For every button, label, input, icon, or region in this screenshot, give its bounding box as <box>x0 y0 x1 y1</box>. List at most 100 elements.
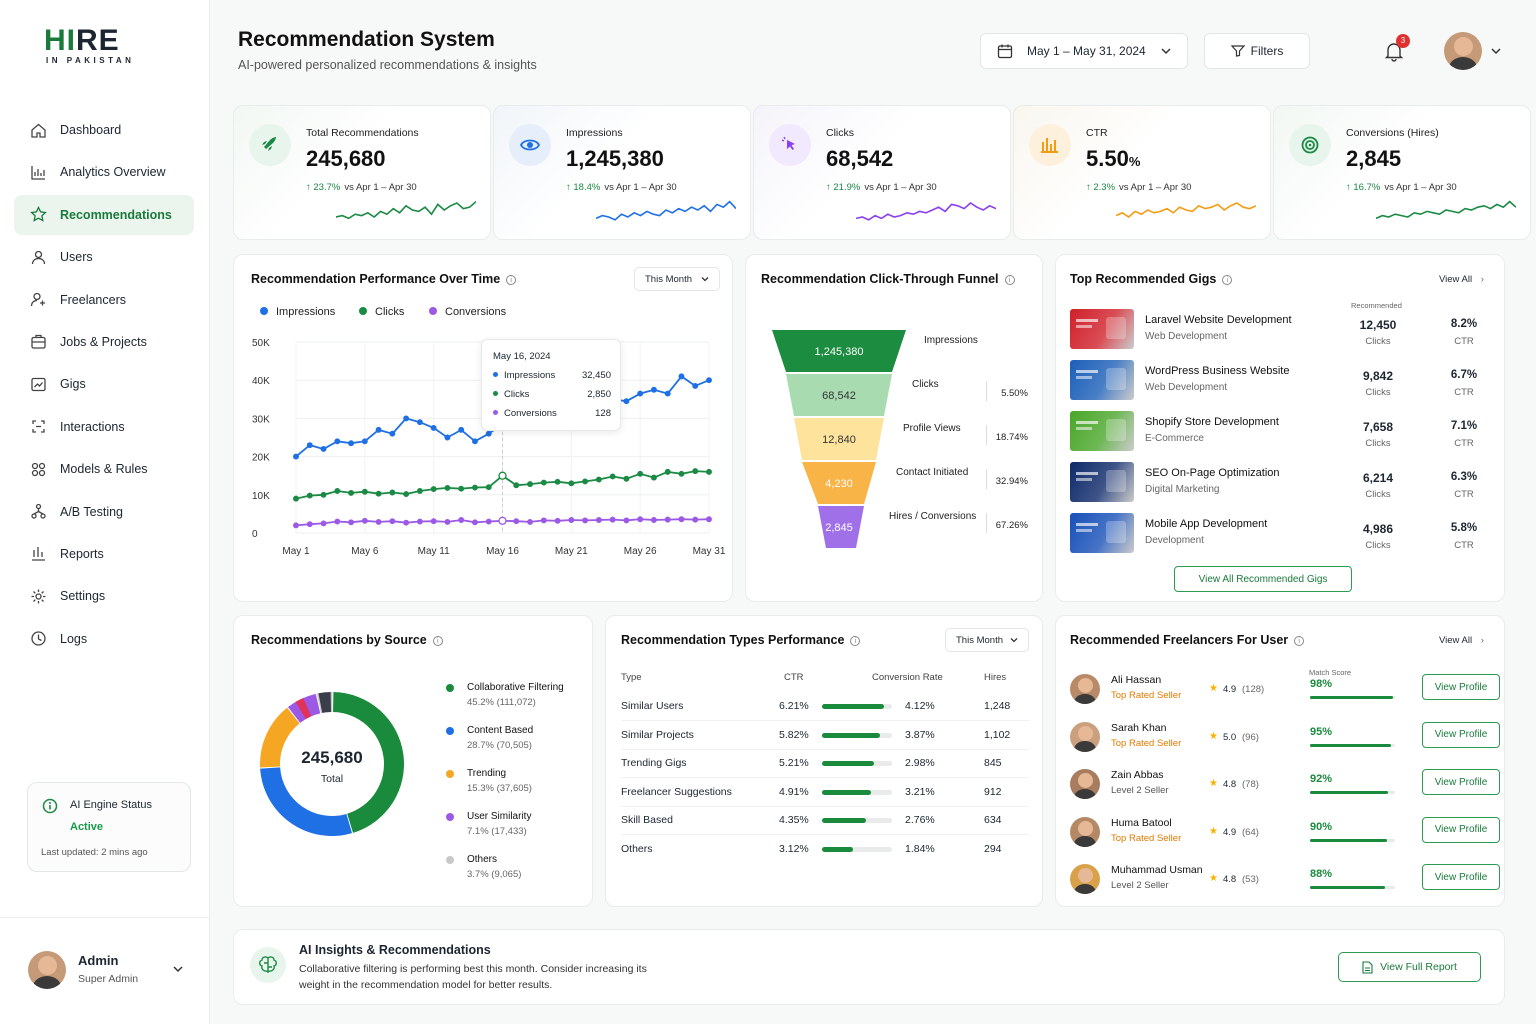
funnel-stage <box>818 506 864 548</box>
gig-row[interactable]: Laravel Website Development Web Developme… <box>1070 309 1500 353</box>
type-name: Similar Projects <box>621 728 694 741</box>
sidebar-item-logs[interactable]: Logs <box>14 619 194 659</box>
freelancer-name[interactable]: Ali Hassan <box>1111 674 1162 686</box>
gig-row[interactable]: SEO On-Page Optimization Digital Marketin… <box>1070 462 1500 506</box>
sidebar-item-reports[interactable]: Reports <box>14 534 194 574</box>
gig-row[interactable]: WordPress Business Website Web Developmen… <box>1070 360 1500 404</box>
gig-clicks-label: Clicks <box>1365 336 1391 347</box>
info-icon[interactable]: i <box>850 636 861 646</box>
types-title: Recommendation Types Performance i <box>621 633 861 647</box>
sidebar-item-label: Models & Rules <box>60 462 148 477</box>
sidebar-user[interactable]: Admin Super Admin <box>0 917 210 1024</box>
view-profile-button[interactable]: View Profile <box>1422 816 1500 843</box>
filters-button[interactable]: Filters <box>1204 33 1310 69</box>
funnel-percentage: 67.26% <box>995 520 1028 531</box>
info-icon[interactable]: i <box>1294 636 1305 646</box>
data-point <box>320 446 327 452</box>
freelancer-name[interactable]: Huma Batool <box>1111 816 1172 829</box>
page-title: Recommendation System <box>238 28 495 51</box>
date-range-picker[interactable]: May 1 – May 31, 2024 <box>980 33 1188 69</box>
data-point <box>375 518 382 525</box>
sidebar-item-jobs-projects[interactable]: Jobs & Projects <box>14 322 194 362</box>
ai-status-updated: Last updated: 2 mins ago <box>41 847 148 858</box>
sidebar-item-settings[interactable]: Settings <box>14 576 194 616</box>
view-profile-button[interactable]: View Profile <box>1422 674 1500 700</box>
legend-marker <box>446 684 454 692</box>
gig-ctr: 7.1% <box>1450 420 1478 432</box>
sidebar-item-models-rules[interactable]: Models & Rules <box>14 449 194 489</box>
data-point <box>403 519 410 526</box>
star-icon: ★ <box>1209 730 1218 742</box>
sidebar-item-a-b-testing[interactable]: A/B Testing <box>14 492 194 532</box>
view-all-link[interactable]: View All › <box>1439 635 1484 646</box>
insights-card: AI Insights & Recommendations Collaborat… <box>233 929 1505 1005</box>
ai-status-title: AI Engine Status <box>70 799 152 811</box>
ai-engine-status: AI Engine Status Active Last updated: 2 … <box>27 782 191 872</box>
x-tick-label: May 11 <box>418 546 450 557</box>
tooltip-value: 2,850 <box>587 389 611 400</box>
sidebar-item-dashboard[interactable]: Dashboard <box>14 110 194 150</box>
sidebar-item-interactions[interactable]: Interactions <box>14 407 194 447</box>
chevron-down-icon <box>1161 48 1171 55</box>
types-card: Recommendation Types Performance i This M… <box>605 615 1043 907</box>
x-tick-label: May 26 <box>624 546 657 557</box>
info-icon[interactable]: i <box>506 275 517 285</box>
period-select[interactable]: This Month <box>945 628 1029 652</box>
type-conversion: 3.21% <box>905 785 935 798</box>
freelancer-reviews: (64) <box>1242 826 1259 838</box>
logo[interactable]: HIRE IN PAKISTAN <box>44 24 144 80</box>
sidebar-item-analytics-overview[interactable]: Analytics Overview <box>14 152 194 192</box>
sidebar-item-label: Recommendations <box>60 207 172 222</box>
freelancer-name[interactable]: Sarah Khan <box>1111 721 1167 734</box>
insights-title: AI Insights & Recommendations <box>299 943 491 957</box>
freelancer-avatar <box>1070 816 1100 847</box>
kpi-card-ctr[interactable]: CTR 5.50% ↑ 2.3% vs Apr 1 – Apr 30 <box>1013 105 1271 240</box>
chevron-down-icon[interactable] <box>1491 47 1501 55</box>
type-ctr: 4.91% <box>779 785 809 798</box>
kpi-card-impressions[interactable]: Impressions 1,245,380 ↑ 18.4% vs Apr 1 – Ap… <box>493 105 751 240</box>
gig-ctr-label: CTR <box>1454 438 1474 449</box>
info-icon[interactable]: i <box>1222 275 1233 285</box>
row-divider <box>621 748 1029 750</box>
ctr-bar <box>822 846 892 852</box>
data-point <box>623 475 630 482</box>
data-point <box>498 471 507 480</box>
freelancer-name[interactable]: Zain Abbas <box>1111 769 1164 781</box>
view-all-link[interactable]: View All › <box>1439 274 1484 285</box>
view-full-report-button[interactable]: View Full Report <box>1338 952 1481 982</box>
header-avatar[interactable] <box>1444 32 1482 70</box>
legend-label: Clicks <box>375 306 405 318</box>
gig-row[interactable]: Mobile App Development Development 4,986 Cl… <box>1070 513 1500 557</box>
top-gigs-card: Top Recommended Gigs i View All › Recomme… <box>1055 254 1505 602</box>
sidebar-item-gigs[interactable]: Gigs <box>14 364 194 404</box>
gig-ctr: 6.3% <box>1450 471 1478 483</box>
sidebar-item-users[interactable]: Users <box>14 237 194 277</box>
kpi-card-total-recommendations[interactable]: Total Recommendations 245,680 ↑ 23.7% vs Ap… <box>233 105 491 240</box>
chevron-down-icon[interactable] <box>173 965 183 973</box>
funnel-stage <box>794 418 884 460</box>
data-point <box>320 491 327 498</box>
match-score: 92% <box>1310 773 1333 785</box>
kpi-card-conversions-hires-[interactable]: Conversions (Hires) 2,845 ↑ 16.7% vs Apr 1 … <box>1273 105 1531 240</box>
document-icon <box>1362 960 1373 974</box>
data-point <box>444 518 451 525</box>
info-icon[interactable]: i <box>432 636 443 646</box>
view-profile-button[interactable]: View Profile <box>1422 769 1500 795</box>
gig-row[interactable]: Shopify Store Development E-Commerce 7,658… <box>1070 411 1500 455</box>
info-icon[interactable]: i <box>1004 275 1015 285</box>
kpi-card-clicks[interactable]: Clicks 68,542 ↑ 21.9% vs Apr 1 – Apr 30 <box>753 105 1011 240</box>
kpi-comparison: vs Apr 1 – Apr 30 <box>1384 182 1457 193</box>
gig-ctr: 6.7% <box>1450 369 1478 381</box>
view-profile-button[interactable]: View Profile <box>1422 721 1500 748</box>
sources-title: Recommendations by Source i <box>251 633 443 647</box>
notifications-button[interactable]: 3 <box>1383 34 1410 64</box>
freelancer-name[interactable]: Muhammad Usman <box>1111 864 1203 876</box>
data-point <box>485 484 492 491</box>
donut-slice <box>260 707 300 768</box>
period-select[interactable]: This Month <box>634 267 720 291</box>
kpi-change-value: ↑ 2.3% <box>1086 182 1116 193</box>
view-profile-button[interactable]: View Profile <box>1422 864 1500 890</box>
sidebar-item-recommendations[interactable]: Recommendations <box>14 194 194 235</box>
view-all-gigs-button[interactable]: View All Recommended Gigs <box>1174 566 1352 592</box>
sidebar-item-freelancers[interactable]: Freelancers <box>14 280 194 320</box>
